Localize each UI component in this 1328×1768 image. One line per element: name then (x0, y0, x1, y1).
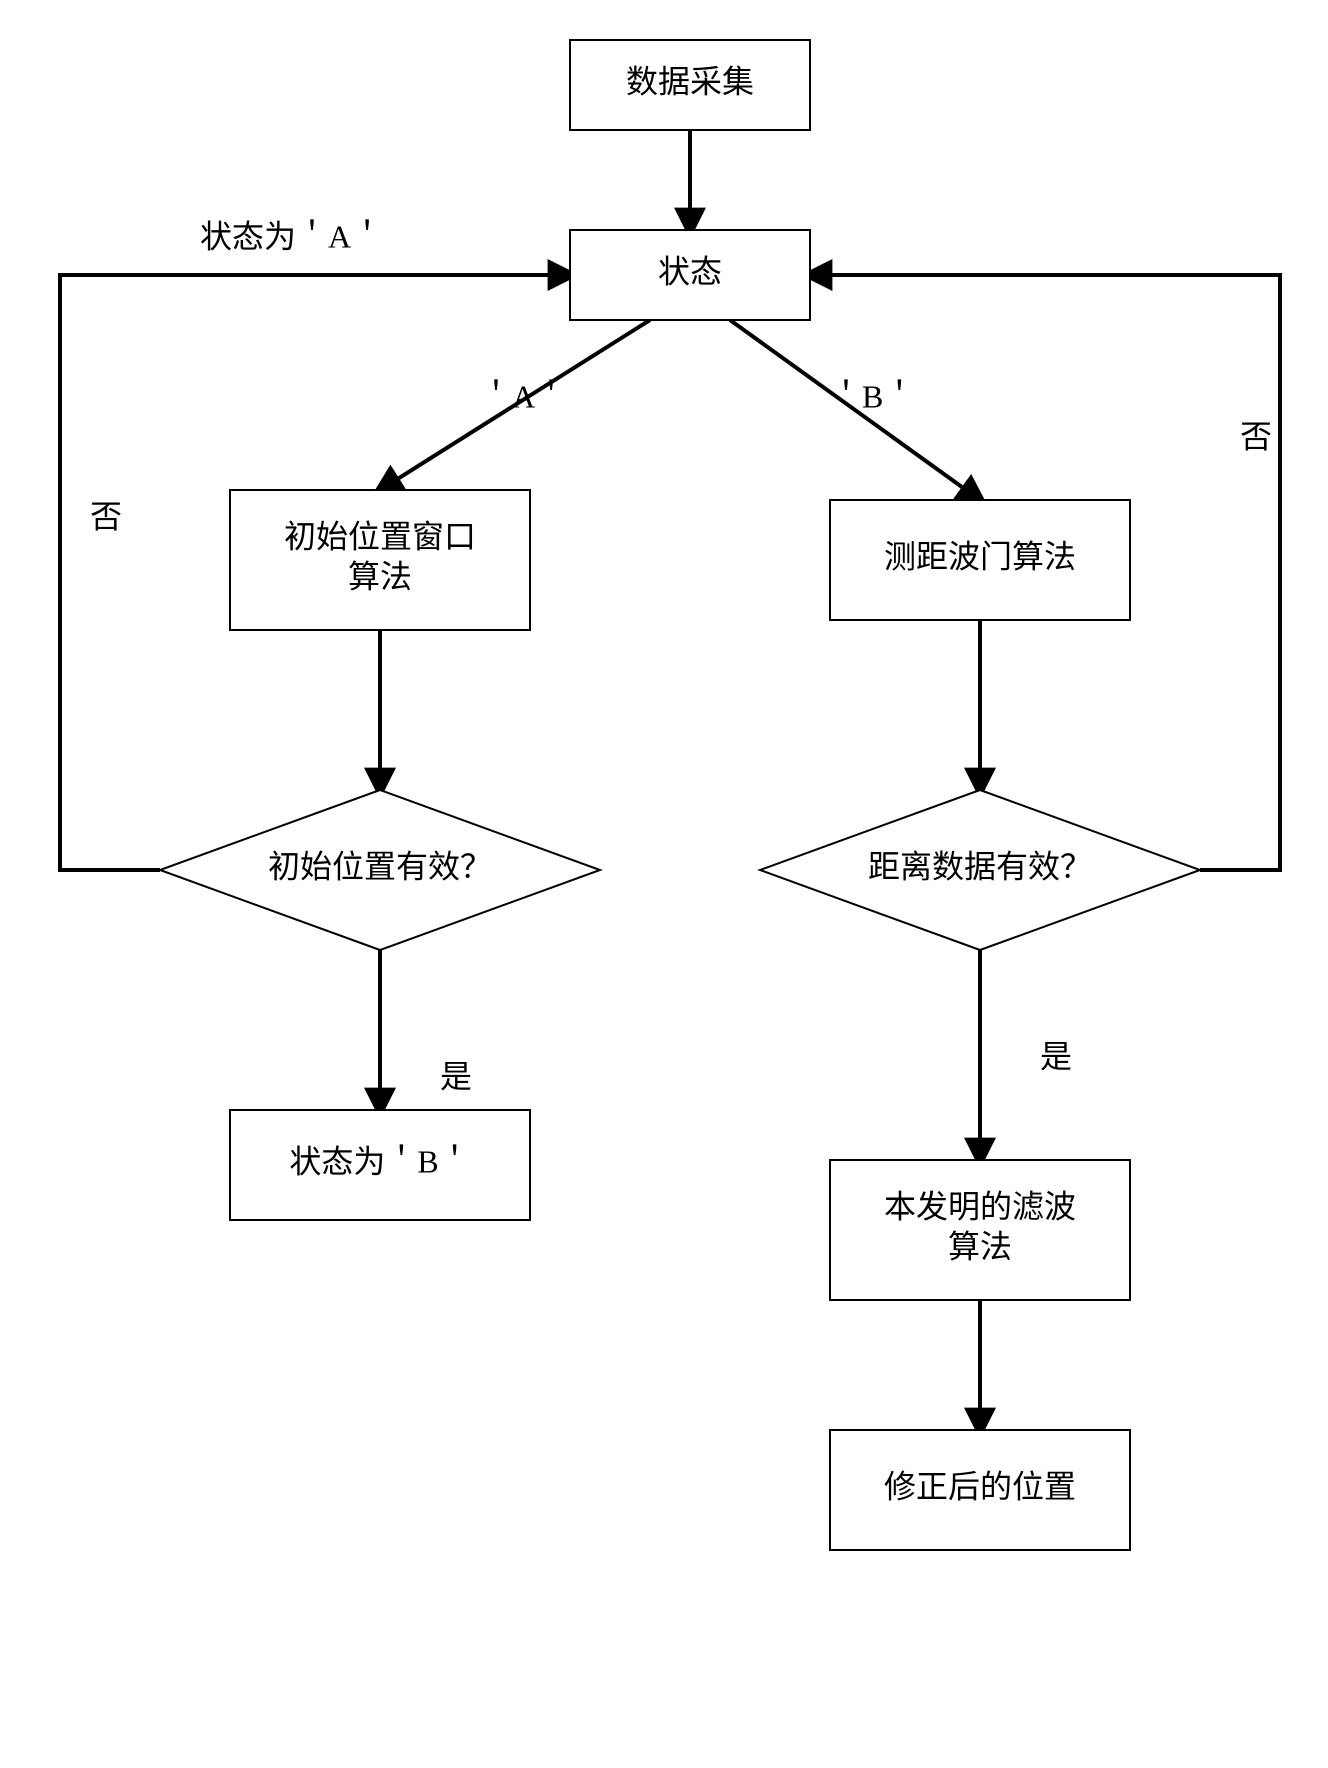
node-label: 状态 (658, 253, 722, 289)
node-n8: 本发明的滤波算法 (830, 1160, 1130, 1300)
node-label: 初始位置窗口 (284, 518, 476, 554)
flowchart-canvas: 数据采集状态初始位置窗口算法测距波门算法初始位置有效？距离数据有效？状态为＇B＇… (0, 0, 1328, 1768)
node-n9: 修正后的位置 (830, 1430, 1130, 1550)
node-label: 数据采集 (626, 63, 754, 99)
node-label: 本发明的滤波 (884, 1188, 1076, 1224)
node-n2: 状态 (570, 230, 810, 320)
edge-label: 状态为＇A＇ (200, 218, 383, 254)
node-label: 状态为＇B＇ (289, 1143, 470, 1179)
edge-label: 是 (440, 1058, 472, 1094)
node-n4: 测距波门算法 (830, 500, 1130, 620)
node-n1: 数据采集 (570, 40, 810, 130)
node-n5: 初始位置有效？ (160, 790, 600, 950)
node-label: 算法 (348, 558, 412, 594)
edge-label: 否 (1240, 418, 1272, 454)
edge-label: ＇A＇ (480, 378, 567, 414)
edge-label: 否 (90, 498, 122, 534)
node-n6: 距离数据有效？ (760, 790, 1200, 950)
node-label: 测距波门算法 (884, 538, 1076, 574)
edge-label: 是 (1040, 1038, 1072, 1074)
edge-label: ＇B＇ (830, 378, 915, 414)
node-label: 修正后的位置 (884, 1468, 1076, 1504)
node-label: 距离数据有效？ (868, 848, 1092, 884)
node-n3: 初始位置窗口算法 (230, 490, 530, 630)
node-label: 初始位置有效？ (268, 848, 492, 884)
node-n7: 状态为＇B＇ (230, 1110, 530, 1220)
node-label: 算法 (948, 1228, 1012, 1264)
